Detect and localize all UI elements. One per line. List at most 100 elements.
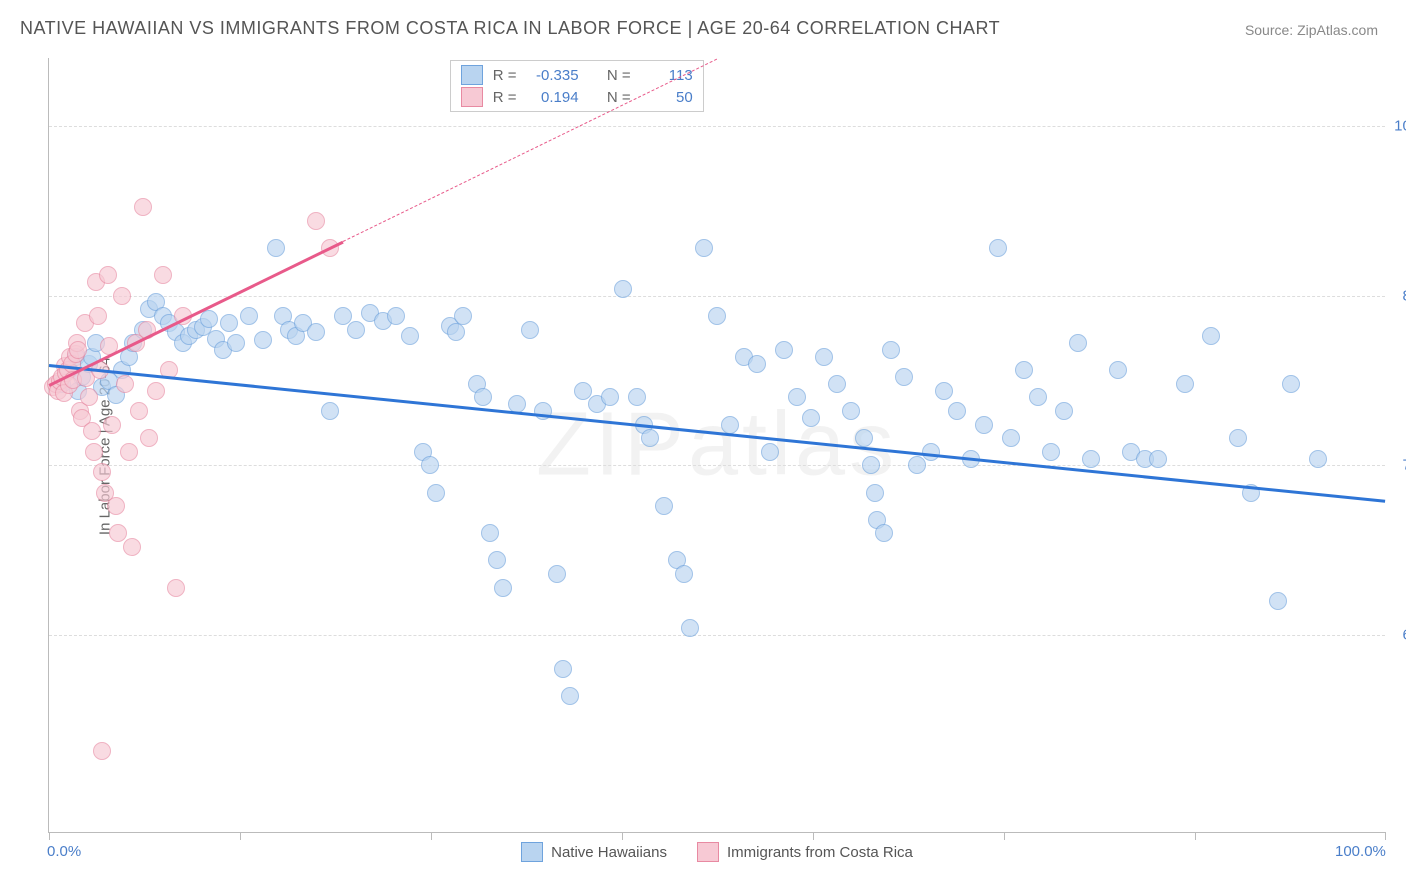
x-tick (49, 832, 50, 840)
data-point (83, 422, 101, 440)
data-point (93, 463, 111, 481)
data-point (655, 497, 673, 515)
data-point (454, 307, 472, 325)
x-tick (622, 832, 623, 840)
stat-r-value: -0.335 (527, 67, 579, 84)
data-point (948, 402, 966, 420)
data-point (761, 443, 779, 461)
y-tick-label: 87.5% (1389, 287, 1406, 304)
data-point (614, 280, 632, 298)
legend-swatch (697, 842, 719, 862)
source-label: Source: ZipAtlas.com (1245, 22, 1378, 38)
data-point (421, 456, 439, 474)
data-point (708, 307, 726, 325)
data-point (695, 239, 713, 257)
data-point (1055, 402, 1073, 420)
x-tick-label: 100.0% (1335, 843, 1386, 860)
x-tick (240, 832, 241, 840)
data-point (866, 484, 884, 502)
x-tick-label: 0.0% (47, 843, 81, 860)
data-point (1042, 443, 1060, 461)
x-tick (431, 832, 432, 840)
series-legend: Native Hawaiians Immigrants from Costa Ri… (49, 842, 1385, 862)
data-point (481, 524, 499, 542)
data-point (681, 619, 699, 637)
data-point (494, 579, 512, 597)
data-point (116, 375, 134, 393)
data-point (167, 579, 185, 597)
data-point (548, 565, 566, 583)
data-point (123, 538, 141, 556)
data-point (641, 429, 659, 447)
data-point (521, 321, 539, 339)
legend-label: Native Hawaiians (551, 844, 667, 861)
data-point (220, 314, 238, 332)
data-point (1282, 375, 1300, 393)
data-point (1002, 429, 1020, 447)
data-point (815, 348, 833, 366)
scatter-plot: ZIPatlas R =-0.335 N =113R =0.194 N =50 … (48, 58, 1385, 833)
data-point (828, 375, 846, 393)
data-point (240, 307, 258, 325)
data-point (1069, 334, 1087, 352)
y-tick-label: 75.0% (1389, 457, 1406, 474)
data-point (1149, 450, 1167, 468)
data-point (267, 239, 285, 257)
data-point (80, 388, 98, 406)
data-point (347, 321, 365, 339)
data-point (154, 266, 172, 284)
data-point (321, 402, 339, 420)
legend-row: R =-0.335 N =113 (461, 65, 693, 85)
chart-title: NATIVE HAWAIIAN VS IMMIGRANTS FROM COSTA… (20, 18, 1000, 39)
data-point (1015, 361, 1033, 379)
data-point (1309, 450, 1327, 468)
data-point (748, 355, 766, 373)
data-point (130, 402, 148, 420)
data-point (69, 341, 87, 359)
data-point (1269, 592, 1287, 610)
data-point (1229, 429, 1247, 447)
legend-item: Native Hawaiians (521, 842, 667, 862)
data-point (1029, 388, 1047, 406)
data-point (842, 402, 860, 420)
correlation-legend: R =-0.335 N =113R =0.194 N =50 (450, 60, 704, 112)
x-tick (1004, 832, 1005, 840)
stat-r-label: R = (493, 89, 517, 106)
legend-swatch (461, 87, 483, 107)
data-point (307, 323, 325, 341)
data-point (474, 388, 492, 406)
stat-r-value: 0.194 (527, 89, 579, 106)
data-point (1109, 361, 1127, 379)
data-point (387, 307, 405, 325)
data-point (107, 497, 125, 515)
data-point (862, 456, 880, 474)
data-point (103, 416, 121, 434)
legend-item: Immigrants from Costa Rica (697, 842, 913, 862)
legend-label: Immigrants from Costa Rica (727, 844, 913, 861)
data-point (140, 429, 158, 447)
data-point (200, 310, 218, 328)
data-point (802, 409, 820, 427)
data-point (895, 368, 913, 386)
data-point (935, 382, 953, 400)
data-point (775, 341, 793, 359)
data-point (554, 660, 572, 678)
data-point (601, 388, 619, 406)
data-point (675, 565, 693, 583)
data-point (975, 416, 993, 434)
data-point (113, 287, 131, 305)
data-point (447, 323, 465, 341)
gridline-horizontal (49, 635, 1385, 636)
legend-swatch (521, 842, 543, 862)
stat-r-label: R = (493, 67, 517, 84)
data-point (99, 266, 117, 284)
gridline-horizontal (49, 296, 1385, 297)
x-tick (813, 832, 814, 840)
data-point (89, 307, 107, 325)
gridline-horizontal (49, 126, 1385, 127)
x-tick (1195, 832, 1196, 840)
data-point (427, 484, 445, 502)
data-point (488, 551, 506, 569)
data-point (254, 331, 272, 349)
data-point (989, 239, 1007, 257)
